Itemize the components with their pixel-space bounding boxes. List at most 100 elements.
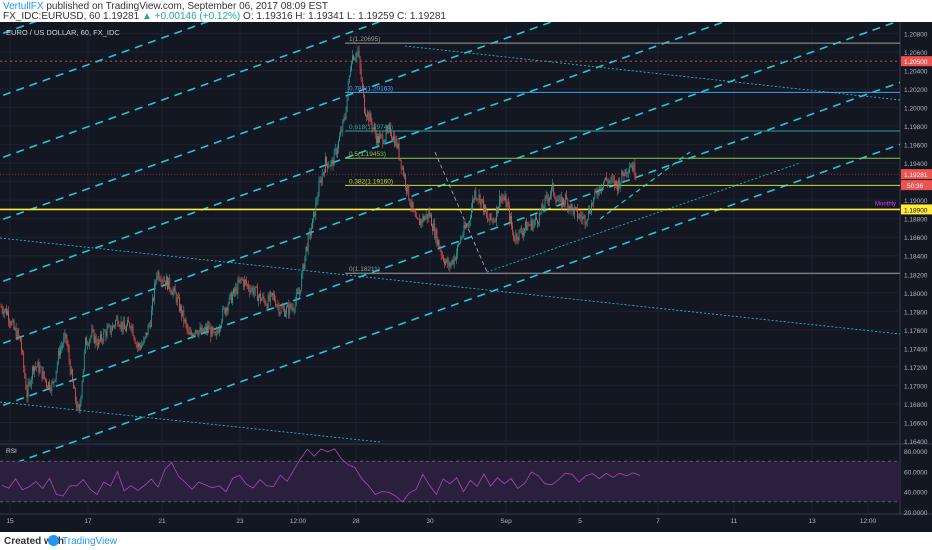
candle-body	[633, 163, 635, 172]
candle-body	[589, 209, 590, 214]
candle-body	[481, 199, 483, 200]
candle-body	[604, 179, 605, 182]
candle-body	[53, 381, 55, 383]
candle-body	[156, 276, 158, 282]
candle-body	[260, 293, 261, 302]
candle-body	[301, 274, 303, 291]
candle-body	[582, 216, 584, 220]
y-tick-label: 1.17400	[904, 346, 928, 353]
candle-body	[36, 366, 38, 368]
candle-body	[338, 141, 339, 150]
candle-body	[11, 321, 13, 326]
last-price: 1.19281	[103, 11, 140, 22]
candle-body	[330, 161, 332, 167]
candle-body	[311, 228, 312, 236]
y-tick-label: 1.19600	[904, 143, 928, 150]
y-tick-label: 1.19000	[904, 198, 928, 205]
candle-body	[345, 111, 347, 119]
candle-body	[334, 148, 336, 151]
candle-body	[9, 321, 11, 324]
candle-body	[583, 215, 585, 217]
channel-line	[0, 22, 37, 36]
candle-body	[622, 170, 624, 176]
candle-body	[534, 217, 536, 221]
candle-body	[614, 180, 616, 186]
candle-body	[263, 296, 265, 300]
candle-body	[219, 328, 220, 333]
candle-body	[381, 134, 383, 136]
candle-body	[193, 334, 194, 338]
candle-body	[69, 361, 71, 374]
x-tick-label: 5	[578, 518, 582, 525]
candle-body	[404, 175, 405, 176]
candle-body	[421, 219, 423, 223]
candle-body	[245, 279, 246, 282]
candle-body	[515, 233, 517, 241]
y-tick-label: 1.18200	[904, 272, 928, 279]
candle-body	[543, 208, 545, 209]
candle-body	[607, 180, 609, 184]
candle-body	[593, 197, 595, 205]
level-price-tag	[901, 204, 932, 215]
candle-body	[353, 55, 354, 61]
y-tick-label: 1.18400	[904, 254, 928, 261]
candle-body	[502, 197, 504, 199]
candle-body	[550, 194, 551, 198]
price-chart[interactable]: 1.20800 1.20600 1.20400 1.20200 1.20000 1.198…	[0, 22, 932, 532]
candle-body	[159, 279, 161, 281]
candle-body	[106, 328, 108, 337]
channel-line	[0, 22, 382, 160]
candle-body	[44, 378, 46, 381]
candle-body	[195, 330, 197, 334]
candle-body	[315, 201, 317, 217]
rsi-tick-label: 60.0000	[904, 469, 928, 476]
candle-body	[76, 400, 78, 409]
candle-body	[264, 299, 266, 305]
candle-body	[238, 280, 240, 282]
candle-body	[261, 299, 263, 302]
candle-body	[465, 226, 467, 229]
candle-body	[325, 156, 326, 173]
candle-body	[557, 200, 559, 202]
tradingview-link[interactable]: TradingView	[62, 536, 118, 547]
candle-body	[274, 294, 276, 301]
candle-body	[505, 196, 507, 208]
candle-body	[529, 225, 531, 226]
candle-body	[294, 301, 296, 310]
candle-body	[432, 226, 433, 231]
candle-body	[131, 326, 133, 329]
chart-title: EURO / US DOLLAR, 60, FX_IDC	[6, 28, 120, 37]
candle-body	[552, 183, 554, 188]
candle-body	[67, 344, 69, 350]
candle-body	[586, 218, 588, 223]
level-price-label: 1.20500	[904, 59, 928, 66]
candle-body	[31, 366, 33, 379]
candle-body	[132, 326, 134, 336]
candle-body	[332, 160, 334, 166]
candle-body	[243, 279, 245, 287]
candle-body	[435, 229, 437, 239]
candle-body	[373, 127, 375, 128]
candle-body	[100, 334, 101, 341]
publisher-name[interactable]: VertullFX	[3, 1, 44, 12]
candle-body	[313, 211, 314, 219]
trend-line-up	[486, 162, 801, 273]
candle-body	[382, 134, 384, 144]
candle-body	[118, 324, 120, 327]
candle-body	[452, 259, 454, 264]
candle-body	[289, 303, 291, 314]
candle-body	[102, 340, 104, 342]
candle-body	[478, 194, 480, 200]
candle-body	[360, 68, 362, 81]
candle-body	[136, 343, 138, 348]
x-tick-label: 30	[426, 518, 434, 525]
candle-body	[537, 219, 538, 224]
candle-body	[285, 313, 286, 317]
candle-body	[613, 179, 615, 186]
candle-body	[516, 233, 518, 240]
x-tick-label: Sep	[500, 518, 512, 525]
candle-body	[464, 224, 466, 229]
candle-body	[489, 213, 491, 221]
candle-body	[20, 337, 21, 342]
level-price-label: 1.18900	[904, 207, 928, 214]
